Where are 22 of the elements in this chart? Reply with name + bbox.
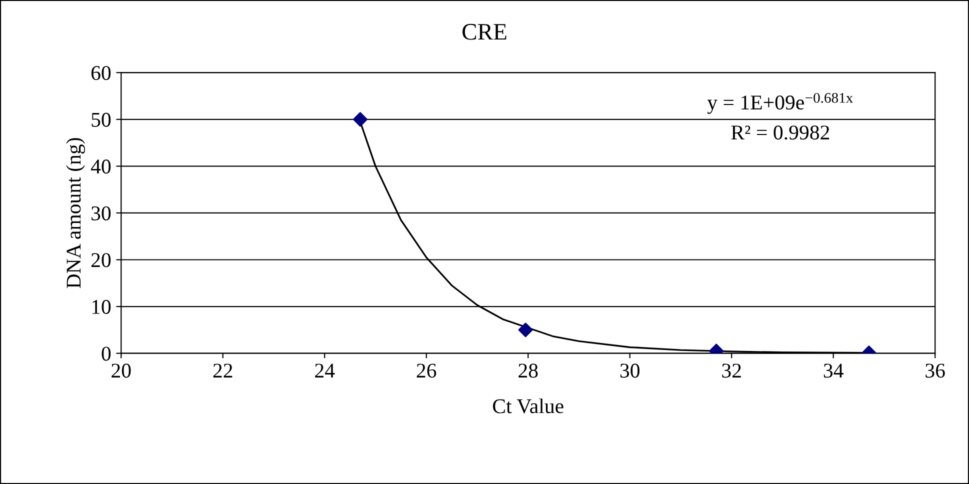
x-tick-label: 26 [416, 364, 436, 378]
y-tick-label: 0 [102, 346, 111, 361]
annotation: y = 1E+09e$^{−0.681x}$ [707, 92, 853, 114]
x-tick-label: 32 [722, 364, 741, 378]
y-tick-label: 30 [92, 206, 111, 220]
chart-title: CRE [462, 24, 506, 40]
point [352, 112, 368, 127]
annotation: R² = 0.9982 [731, 126, 830, 140]
x-tick-label: 36 [926, 364, 945, 378]
x-tick-label: 28 [518, 364, 538, 378]
y-tick-label: 40 [90, 160, 111, 174]
y-tick-label: 10 [92, 300, 111, 314]
x-tick-label: 20 [112, 364, 131, 378]
y-axis-title: DNA amount (ng) [66, 138, 86, 288]
x-tick-label: 34 [824, 364, 844, 378]
x-tick-label: 30 [620, 364, 640, 378]
x-tick-label: 24 [315, 364, 335, 378]
y-tick-label: 50 [92, 112, 111, 127]
x-axis-title: Ct Value [492, 398, 564, 414]
y-tick-label: 20 [91, 253, 111, 268]
y-tick-label: 60 [91, 66, 111, 80]
x-tick-label: 22 [213, 364, 232, 378]
